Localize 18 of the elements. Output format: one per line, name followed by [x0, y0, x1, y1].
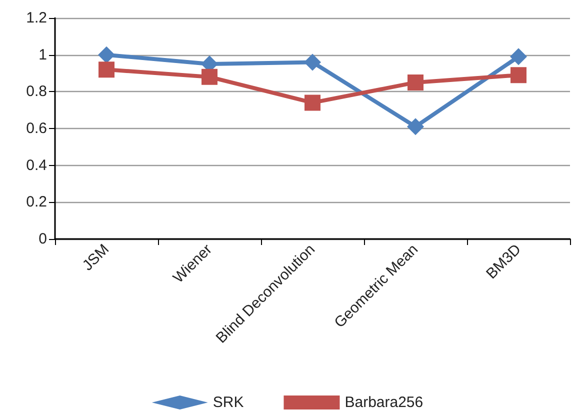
point: [407, 118, 424, 136]
y-tick-label: 0.6: [26, 120, 47, 137]
point: [510, 67, 526, 84]
y-tick-label: 0.2: [26, 194, 47, 211]
point: [408, 74, 424, 90]
point: [98, 62, 114, 78]
y-tick-label: 1.2: [26, 10, 47, 26]
point: [510, 48, 527, 66]
y-tick-label: 0.4: [26, 156, 47, 174]
point: [304, 94, 320, 111]
point: [202, 68, 218, 85]
point: [98, 46, 115, 64]
point: [304, 54, 321, 71]
y-tick-label: 0: [38, 230, 47, 248]
legend-label: Barbara256: [344, 394, 424, 411]
y-tick-label: 0.8: [26, 83, 47, 100]
legend-label: SRK: [212, 394, 244, 411]
y-tick-label: 1: [38, 46, 47, 64]
